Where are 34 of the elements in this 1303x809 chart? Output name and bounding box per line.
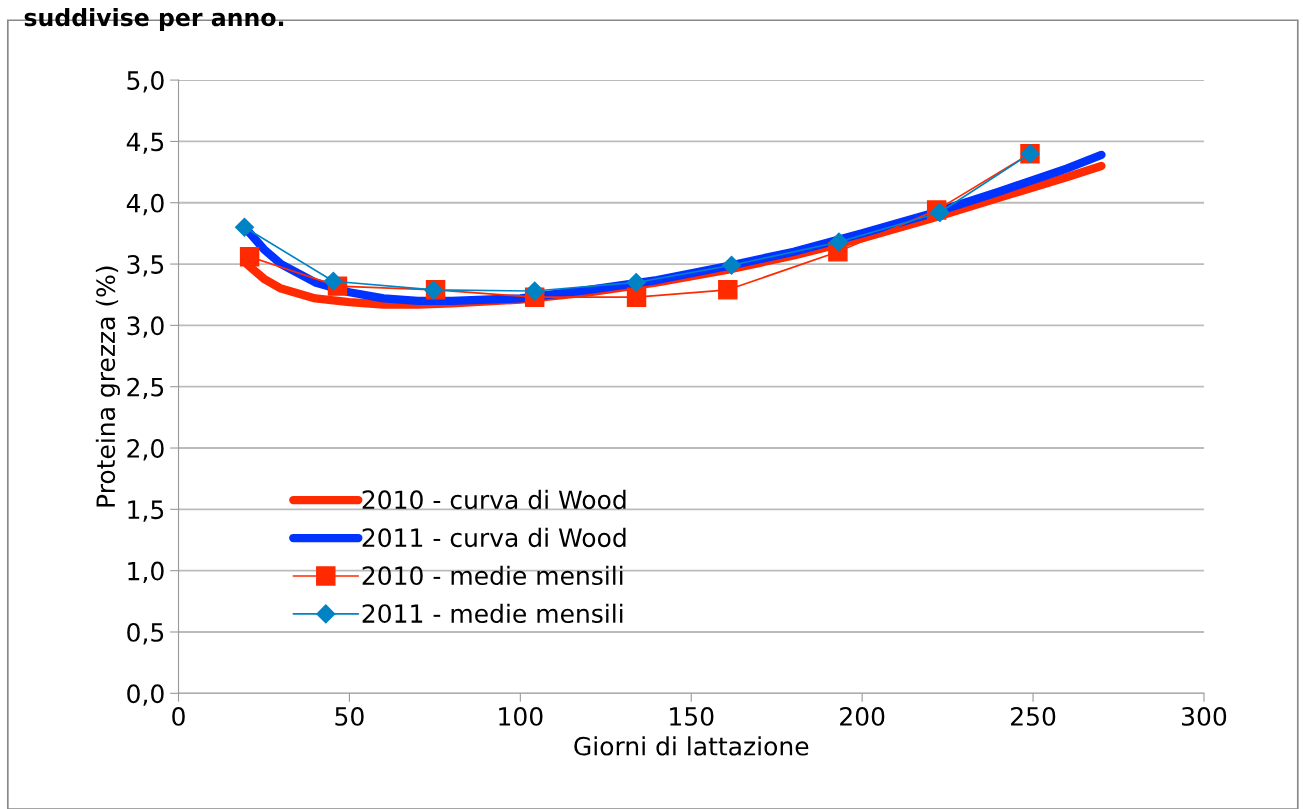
y-tick-label: 2,5 [127, 377, 164, 400]
legend-label: 2010 - curva di Wood [362, 489, 626, 510]
y-tick-label: 3,5 [127, 255, 164, 277]
point [239, 246, 260, 267]
legend-label: 2011 - curva di Wood [362, 527, 626, 548]
y-tick-label: 5,0 [127, 71, 164, 93]
point [626, 287, 647, 307]
y-tick-label: 3,0 [127, 316, 164, 338]
x-tick-label: 250 [1011, 706, 1056, 726]
x-axis-title: Giorni di lattazione [574, 736, 809, 756]
y-tick-label: 1,5 [128, 500, 164, 522]
y-tick-label: 0,5 [127, 622, 164, 645]
x-tick-label: 50 [335, 706, 364, 726]
legend-label: 2011 - medie mensili [362, 603, 623, 624]
x-tick-label: 200 [840, 706, 885, 726]
point [626, 272, 646, 292]
point [323, 271, 343, 291]
y-tick-label: 4,5 [126, 132, 164, 154]
y-tick-label: 2,0 [127, 438, 164, 461]
point [718, 280, 738, 300]
y-tick-label: 1,0 [128, 561, 164, 584]
x-tick-label: 100 [499, 706, 543, 726]
legend-label: 2010 - medie mensili [362, 565, 623, 586]
y-axis-title: Proteina grezza (%) [95, 266, 120, 507]
point [525, 281, 545, 301]
y-tick-label: 0,0 [127, 684, 164, 706]
point [829, 232, 849, 252]
x-tick-label: 150 [670, 706, 714, 726]
point [234, 217, 255, 237]
y-tick-label: 4,0 [126, 193, 164, 216]
x-tick-label: 300 [1182, 706, 1227, 726]
text: suddivise per anno. [24, 8, 284, 31]
x-tick-label: 0 [172, 706, 185, 726]
point [722, 255, 742, 275]
